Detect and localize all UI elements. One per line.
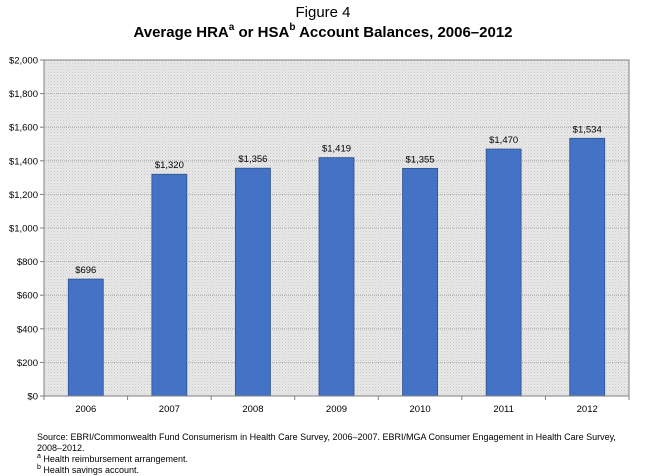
y-tick-label: $1,600 [9, 123, 38, 134]
bar [235, 167, 271, 397]
chart-notes: Source: EBRI/Commonwealth Fund Consumeri… [37, 432, 627, 476]
x-tick-label: 2011 [493, 404, 513, 415]
x-tick-label: 2009 [326, 404, 347, 415]
title-superscript-b: b [289, 22, 296, 33]
bar-value-label: $1,356 [238, 154, 267, 165]
chart-title: Average HRAa or HSAb Account Balances, 2… [0, 22, 646, 42]
bar-value-label: $1,355 [406, 154, 435, 165]
x-tick-label: 2008 [242, 404, 263, 415]
y-tick-label: $200 [17, 358, 38, 369]
bar [67, 278, 104, 397]
footnote-b-text: Health savings account. [40, 465, 139, 475]
footnote-b: b Health savings account. [37, 464, 627, 476]
title-superscript-a: a [228, 22, 235, 33]
x-tick-label: 2012 [577, 404, 598, 415]
bar-value-label: $1,419 [322, 144, 351, 155]
bar-value-label: $696 [75, 265, 96, 276]
x-tick-label: 2006 [75, 404, 96, 415]
x-tick-label: 2010 [410, 404, 431, 415]
y-tick-label: $600 [17, 291, 38, 302]
bar [485, 148, 522, 397]
bar [402, 167, 438, 397]
bar [569, 137, 606, 397]
footnote-a-text: Health reimbursement arrangement. [40, 454, 188, 464]
y-tick-label: $1,200 [9, 190, 38, 201]
bar-value-label: $1,470 [489, 135, 518, 146]
bar-value-label: $1,320 [155, 160, 184, 171]
bar [318, 157, 355, 397]
source-note: Source: EBRI/Commonwealth Fund Consumeri… [37, 432, 616, 453]
title-part-hsa: or HSA [234, 24, 290, 41]
y-tick-label: $800 [17, 257, 38, 268]
bar [151, 173, 188, 397]
footnote-a: a Health reimbursement arrangement. [37, 453, 627, 465]
y-tick-label: $1,400 [9, 156, 38, 167]
footnote-a-marker: a [37, 453, 41, 460]
x-tick-label: 2007 [159, 404, 180, 415]
bar-value-label: $1,534 [573, 124, 602, 135]
figure-label: Figure 4 [295, 4, 351, 21]
title-part-hra: Average HRA [133, 24, 229, 41]
y-tick-label: $2,000 [9, 56, 38, 67]
y-tick-label: $1,800 [9, 89, 38, 100]
footnote-b-marker: b [37, 464, 41, 471]
y-tick-label: $1,000 [9, 224, 38, 235]
y-tick-label: $400 [17, 324, 38, 335]
title-part-rest: Account Balances, 2006–2012 [295, 24, 513, 41]
y-tick-label: $0 [27, 392, 38, 403]
